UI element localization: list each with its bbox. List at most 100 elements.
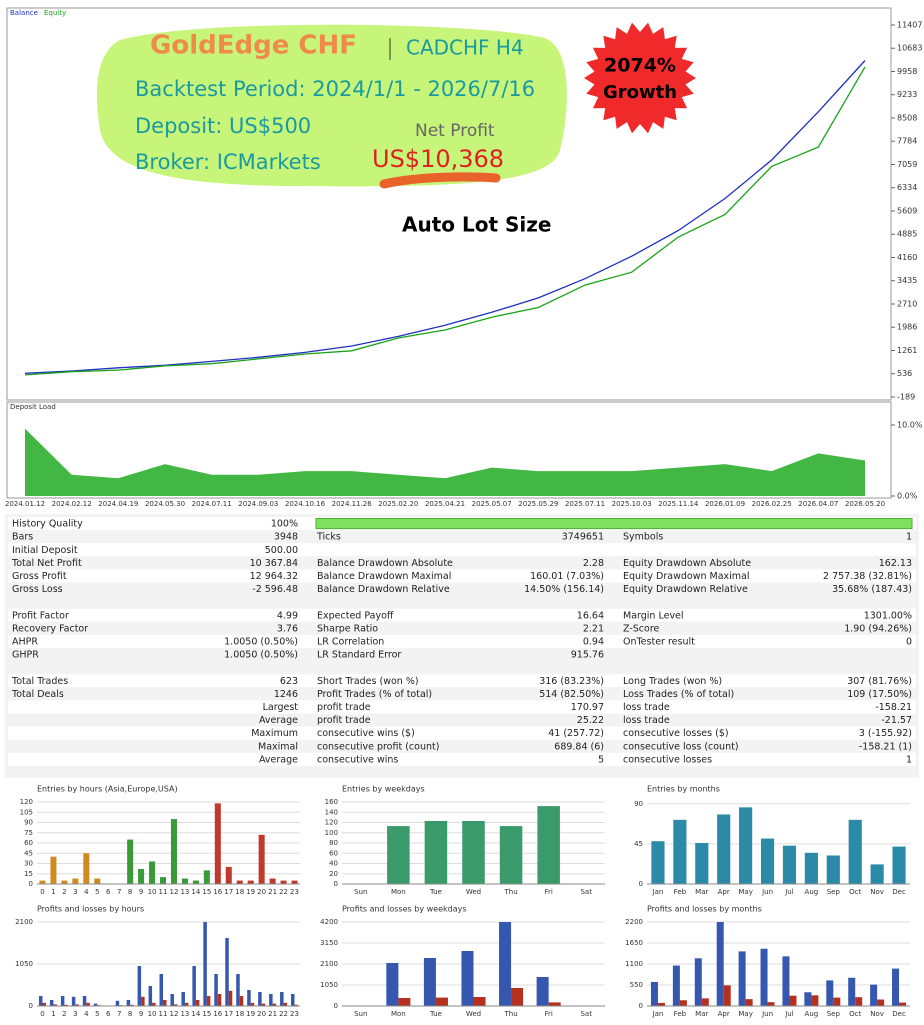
- broker: Broker: ICMarkets: [135, 150, 321, 174]
- report-row: [8, 569, 916, 583]
- x-tick-label: 8: [128, 888, 132, 896]
- x-tick-label: 2024.05.30: [145, 500, 185, 508]
- bar: [672, 965, 680, 1006]
- net-profit-label: Net Profit: [415, 121, 495, 141]
- x-tick-label: 19: [246, 1010, 255, 1018]
- cell-lead: Maximum: [251, 728, 298, 739]
- bar: [49, 1000, 54, 1006]
- bar: [548, 1002, 561, 1006]
- report-row: [8, 608, 916, 622]
- bar: [291, 994, 295, 1006]
- bar: [38, 996, 43, 1006]
- y-tick-label: 60: [24, 839, 33, 847]
- bar: [225, 866, 232, 884]
- bar: [651, 841, 665, 884]
- bar: [137, 966, 142, 1006]
- x-tick-label: Fri: [544, 1010, 552, 1018]
- cell-label: Bars: [12, 532, 33, 543]
- x-tick-label: Jul: [784, 888, 794, 896]
- cell-value: 109 (17.50%): [847, 689, 912, 700]
- x-tick-label: Thu: [503, 1010, 517, 1018]
- report-row: [8, 648, 916, 662]
- y-tick-label: 40: [329, 860, 338, 868]
- bar: [499, 922, 512, 1006]
- x-tick-label: Jan: [652, 1010, 664, 1018]
- y-tick-label: 0.0%: [897, 492, 918, 501]
- x-tick-label: 2024.04.19: [98, 500, 138, 508]
- y-tick-label: 120: [20, 798, 33, 806]
- bar: [206, 996, 211, 1006]
- report-row: [8, 713, 916, 727]
- chart-title: Entries by months: [647, 785, 720, 794]
- bar: [899, 1002, 907, 1006]
- bar: [283, 1002, 288, 1006]
- x-tick-label: 2026.01.09: [705, 500, 745, 508]
- cell-value: 623: [280, 676, 298, 687]
- cell-value: 316 (83.23%): [539, 676, 604, 687]
- cell-label: Initial Deposit: [12, 545, 78, 556]
- x-tick-label: Mar: [695, 1010, 708, 1018]
- cell-label: Expected Payoff: [317, 610, 394, 621]
- cell-label: profit trade: [317, 715, 371, 726]
- bar: [387, 826, 410, 884]
- bar: [461, 951, 474, 1006]
- x-tick-label: 2024.01.12: [5, 500, 45, 508]
- x-tick-label: 2: [62, 888, 66, 896]
- y-tick-label: 3150: [320, 939, 338, 947]
- y-tick-label: 0: [334, 880, 338, 888]
- bar: [294, 1004, 299, 1006]
- cell-label: Gross Loss: [12, 584, 63, 595]
- bar: [291, 880, 298, 884]
- x-tick-label: 5: [95, 1010, 99, 1018]
- bar: [214, 974, 218, 1006]
- report-row: [8, 726, 916, 740]
- x-tick-label: Sun: [354, 888, 367, 896]
- legend-entry: Equity: [44, 9, 66, 17]
- bar: [93, 1003, 98, 1006]
- x-tick-label: Mon: [391, 1010, 406, 1018]
- cell-label: Gross Profit: [12, 571, 67, 582]
- bar: [148, 986, 153, 1006]
- x-tick-label: 3: [73, 888, 77, 896]
- cell-value: 3 (-155.92): [859, 728, 912, 739]
- cell-lead: Average: [259, 715, 298, 726]
- lot-note: Auto Lot Size: [402, 213, 551, 237]
- bar: [473, 997, 486, 1006]
- y-tick-label: 8508: [897, 114, 917, 123]
- bar: [537, 806, 560, 884]
- x-tick-label: 2025.10.03: [612, 500, 652, 508]
- report-table: History Quality 100% Bars 3948 Ticks 3749651 S…: [5, 514, 919, 778]
- x-tick-label: 18: [235, 1010, 244, 1018]
- cell-label: GHPR: [12, 650, 39, 661]
- cell-label: consecutive loss (count): [623, 741, 739, 752]
- y-tick-label: 7059: [897, 160, 917, 169]
- bar: [82, 996, 87, 1006]
- x-tick-label: Sun: [354, 1010, 367, 1018]
- bar: [195, 1000, 200, 1006]
- cell-label: consecutive wins: [317, 754, 398, 765]
- x-tick-label: 11: [159, 888, 168, 896]
- x-tick-label: Jan: [652, 888, 664, 896]
- cell-value: 25.22: [577, 715, 604, 726]
- y-tick-label: 0: [334, 1002, 338, 1010]
- cell-label: consecutive profit (count): [317, 741, 439, 752]
- x-tick-label: 16: [213, 888, 222, 896]
- cell-value: 100%: [271, 519, 298, 530]
- x-tick-label: Mon: [391, 888, 406, 896]
- cell-value: -158.21 (1): [859, 741, 912, 752]
- x-tick-label: 1: [51, 888, 55, 896]
- x-tick-label: 16: [213, 1010, 222, 1018]
- x-tick-label: 9: [139, 888, 143, 896]
- x-tick-label: Dec: [892, 888, 906, 896]
- y-tick-label: 100: [325, 829, 338, 837]
- y-tick-label: 9233: [897, 90, 917, 99]
- y-tick-label: 3435: [897, 276, 917, 285]
- x-tick-label: 11: [159, 1010, 168, 1018]
- cell-value: 5: [598, 754, 604, 765]
- bar: [280, 880, 287, 884]
- x-tick-label: 15: [202, 888, 211, 896]
- cell-value: 16.64: [577, 610, 604, 621]
- cell-value: 3.76: [277, 623, 298, 634]
- cell-value: 2 757.38 (32.81%): [823, 571, 912, 582]
- y-tick-label: 2100: [15, 918, 33, 926]
